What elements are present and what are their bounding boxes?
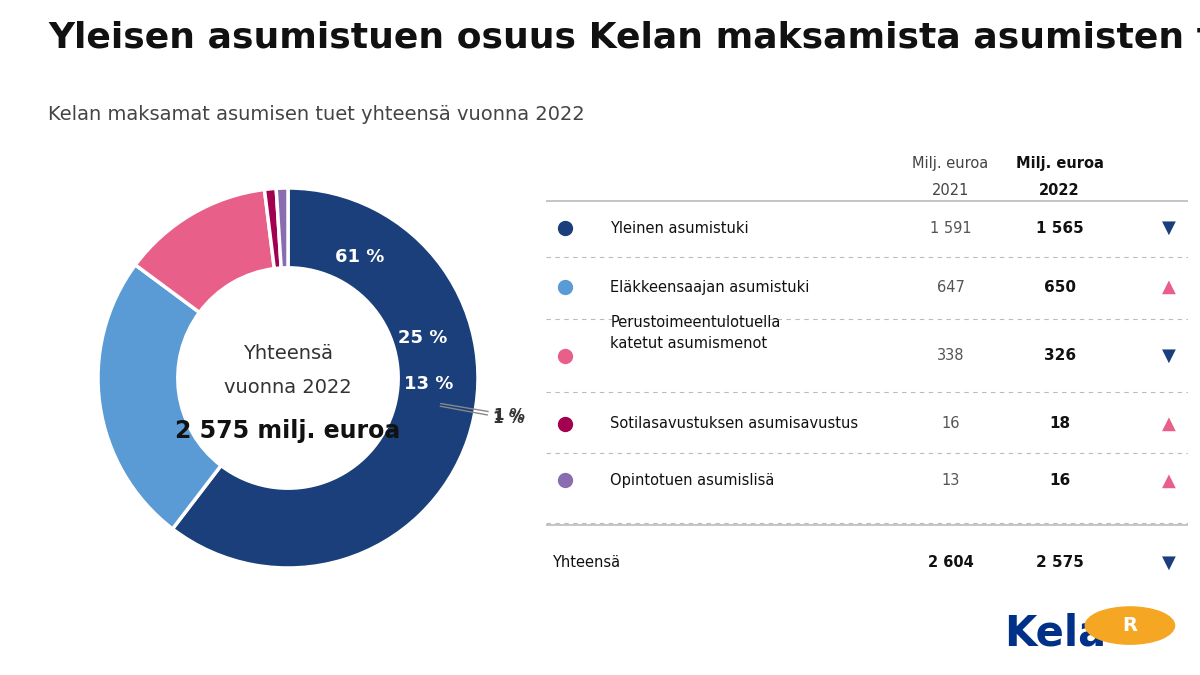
Text: 25 %: 25 % [398, 329, 448, 347]
Text: Perustoimeentulotuella
katetut asumismenot: Perustoimeentulotuella katetut asumismen… [611, 315, 780, 351]
Text: vuonna 2022: vuonna 2022 [224, 378, 352, 397]
Text: Kelan maksamat asumisen tuet yhteensä vuonna 2022: Kelan maksamat asumisen tuet yhteensä vu… [48, 105, 584, 124]
Text: 2 575 milj. euroa: 2 575 milj. euroa [175, 419, 401, 443]
Wedge shape [173, 188, 478, 568]
Text: Eläkkeensaajan asumistuki: Eläkkeensaajan asumistuki [611, 279, 810, 294]
Text: 13: 13 [941, 473, 960, 488]
Text: Yhteensä: Yhteensä [552, 556, 620, 570]
Text: 2 575: 2 575 [1036, 556, 1084, 570]
Text: R: R [1122, 616, 1138, 635]
Text: Milj. euroa: Milj. euroa [912, 156, 989, 171]
Text: Milj. euroa: Milj. euroa [1015, 156, 1104, 171]
Text: 1 %: 1 % [440, 404, 524, 423]
Text: ▲: ▲ [1162, 278, 1176, 296]
Wedge shape [264, 188, 281, 269]
Text: Yhteensä: Yhteensä [242, 344, 334, 362]
Text: 13 %: 13 % [403, 375, 454, 393]
Text: Sotilasavustuksen asumisavustus: Sotilasavustuksen asumisavustus [611, 416, 858, 431]
Text: 650: 650 [1044, 279, 1075, 294]
Text: Yleisen asumistuen osuus Kelan maksamista asumisten tuista oli 60 %: Yleisen asumistuen osuus Kelan maksamist… [48, 20, 1200, 54]
Text: ▼: ▼ [1162, 554, 1176, 572]
Wedge shape [136, 190, 275, 313]
Text: Opintotuen asumislisä: Opintotuen asumislisä [611, 473, 774, 488]
Text: 61 %: 61 % [335, 248, 384, 266]
Text: 2 604: 2 604 [928, 556, 973, 570]
Text: 2021: 2021 [931, 183, 970, 198]
Text: 1 565: 1 565 [1036, 221, 1084, 236]
Text: 326: 326 [1044, 348, 1075, 363]
Text: ▼: ▼ [1162, 346, 1176, 365]
Wedge shape [98, 265, 221, 529]
Text: 16: 16 [941, 416, 960, 431]
Text: ▼: ▼ [1162, 219, 1176, 237]
Text: 1 %: 1 % [440, 406, 524, 427]
Text: 1 591: 1 591 [930, 221, 971, 236]
Text: Yleinen asumistuki: Yleinen asumistuki [611, 221, 749, 236]
Text: 2022: 2022 [1039, 183, 1080, 198]
Text: 16: 16 [1049, 473, 1070, 488]
Text: 647: 647 [936, 279, 965, 294]
Text: Kela: Kela [1004, 612, 1106, 654]
Circle shape [1085, 607, 1175, 644]
Wedge shape [276, 188, 288, 268]
Text: 338: 338 [937, 348, 965, 363]
Text: ▲: ▲ [1162, 415, 1176, 433]
Text: ▲: ▲ [1162, 471, 1176, 489]
Text: 18: 18 [1049, 416, 1070, 431]
